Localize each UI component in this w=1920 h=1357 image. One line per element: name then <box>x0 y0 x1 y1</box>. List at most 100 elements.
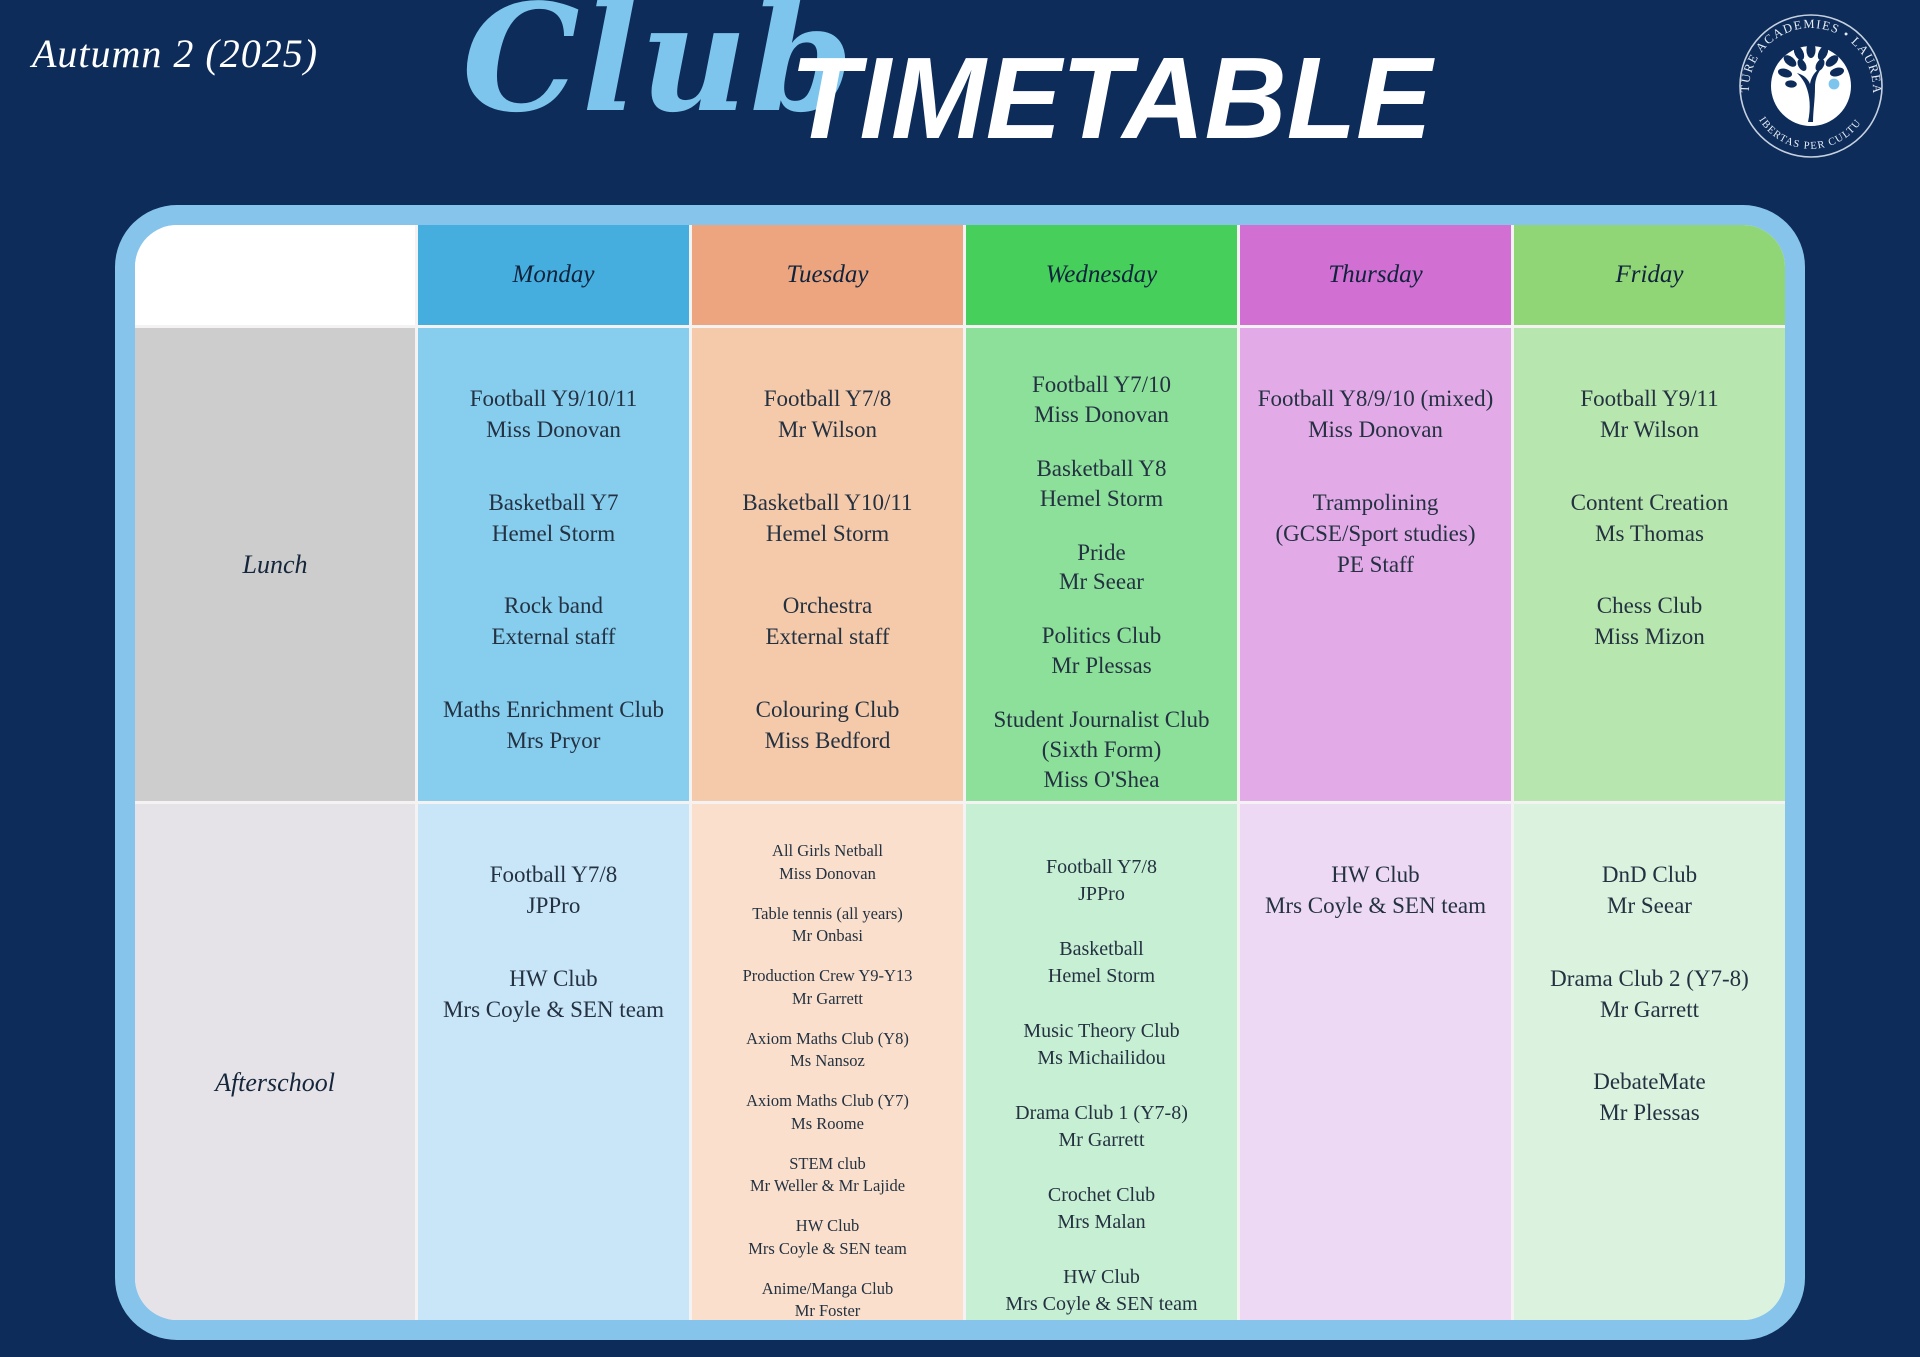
row-label-lunch: Lunch <box>135 328 415 801</box>
club-entry-line: Mrs Coyle & SEN team <box>442 996 665 1022</box>
club-entry-line: Mrs Malan <box>1057 1211 1146 1233</box>
day-header-friday: Friday <box>1514 225 1785 325</box>
club-entry: DnD Club Mr Seear <box>1524 859 1775 922</box>
club-entry: Football Y7/8 JPPro <box>976 854 1227 908</box>
cell-afterschool-thursday: HW Club Mrs Coyle & SEN team <box>1240 804 1511 1320</box>
club-entry-line: Ms Roome <box>791 1113 864 1133</box>
club-entry-line: Maths Enrichment Club <box>442 696 665 722</box>
club-entry-line: Mr Seear <box>1607 893 1692 919</box>
club-entry: HW Club Mrs Coyle & SEN team <box>702 1215 953 1261</box>
club-entry: Basketball Y8 Hemel Storm <box>976 454 1227 514</box>
day-header-wednesday: Wednesday <box>966 225 1237 325</box>
club-entry: Anime/Manga Club Mr Foster <box>702 1278 953 1320</box>
club-entry: Student Journalist Club (Sixth Form) Miss … <box>976 705 1227 795</box>
club-entry-line: Axiom Maths Club (Y8) <box>746 1028 909 1048</box>
club-entry-line: STEM club <box>789 1153 866 1173</box>
day-header-monday: Monday <box>418 225 689 325</box>
title-timetable: TIMETABLE <box>790 33 1433 163</box>
day-header-thursday: Thursday <box>1240 225 1511 325</box>
row-label-afterschool: Afterschool <box>135 804 415 1320</box>
cell-afterschool-friday: DnD Club Mr Seear Drama Club 2 (Y7-8) Mr Ga… <box>1514 804 1785 1320</box>
club-entry: Axiom Maths Club (Y7) Ms Roome <box>702 1090 953 1136</box>
club-entry-line: JPPro <box>526 893 581 919</box>
timetable-grid: Monday Tuesday Wednesday Thursday Friday… <box>135 225 1785 1320</box>
club-entry-line: (GCSE/Sport studies) <box>1275 520 1476 546</box>
club-entry-line: All Girls Netball <box>772 841 883 860</box>
club-entry-line: Mr Weller & Mr Lajide <box>749 1176 906 1196</box>
club-entry-line: Miss Mizon <box>1594 624 1705 650</box>
cell-lunch-friday: Football Y9/11 Mr Wilson Content Creation M… <box>1514 328 1785 801</box>
club-entry: Drama Club 2 (Y7-8) Mr Garrett <box>1524 963 1775 1026</box>
club-entry-line: Football Y9/11 <box>1580 386 1719 411</box>
club-entry-line: Orchestra <box>782 593 873 619</box>
club-entry: Basketball Y7 Hemel Storm <box>428 487 679 550</box>
club-entry-line: (Sixth Form) <box>1041 737 1162 763</box>
club-entry-line: Mr Plessas <box>1051 653 1152 679</box>
club-entry: DebateMate Mr Plessas <box>1524 1066 1775 1129</box>
club-entry-line: Hemel Storm <box>1047 965 1156 987</box>
cell-lunch-tuesday: Football Y7/8 Mr Wilson Basketball Y10/11 H… <box>692 328 963 801</box>
tree-blue-leaf <box>1828 78 1840 90</box>
club-entry-line: Rock band <box>503 593 603 619</box>
timetable-panel: Monday Tuesday Wednesday Thursday Friday… <box>115 205 1805 1340</box>
club-entry-line: Miss Donovan <box>779 863 876 883</box>
club-entry: Pride Mr Seear <box>976 538 1227 598</box>
club-entry: Football Y7/8 Mr Wilson <box>702 383 953 446</box>
club-entry: Football Y8/9/10 (mixed) Miss Donovan <box>1250 383 1501 446</box>
cell-afterschool-tuesday: All Girls Netball Miss Donovan Table tenni… <box>692 804 963 1320</box>
club-entry-line: Mr Plessas <box>1599 1100 1700 1126</box>
club-entry-line: JPPro <box>1078 883 1125 905</box>
tree-icon <box>1777 42 1845 122</box>
cell-afterschool-wednesday: Football Y7/8 JPPro Basketball Hemel Storm M… <box>966 804 1237 1320</box>
club-entry: Table tennis (all years) Mr Onbasi <box>702 903 953 949</box>
club-entry-line: PE Staff <box>1337 552 1414 578</box>
title-club: Club <box>462 0 856 145</box>
club-entry: Chess Club Miss Mizon <box>1524 590 1775 653</box>
day-header-tuesday: Tuesday <box>692 225 963 325</box>
club-entry-line: Mr Wilson <box>778 417 877 443</box>
club-entry-line: Football Y7/8 <box>489 862 618 887</box>
club-entry-line: Basketball Y7 <box>488 489 619 515</box>
club-entry-line: Mr Wilson <box>1600 417 1699 443</box>
club-entry-line: DnD Club <box>1601 862 1698 887</box>
club-entry: Axiom Maths Club (Y8) Ms Nansoz <box>702 1028 953 1074</box>
club-entry-line: Mrs Coyle & SEN team <box>748 1238 907 1258</box>
club-entry-line: Basketball Y8 <box>1036 455 1167 481</box>
club-entry-line: Mrs Pryor <box>506 727 601 753</box>
club-entry-line: External staff <box>491 624 616 650</box>
club-entry-line: Miss O'Shea <box>1043 766 1160 792</box>
club-entry-line: Student Journalist Club <box>993 707 1210 733</box>
club-entry-line: Hemel Storm <box>491 520 616 546</box>
club-entry-line: Miss Donovan <box>1034 401 1169 427</box>
club-entry-line: Football Y9/10/11 <box>469 386 638 411</box>
club-entry-line: External staff <box>765 624 890 650</box>
club-entry-line: Mr Seear <box>1059 569 1144 595</box>
club-entry-line: Ms Michailidou <box>1037 1047 1166 1069</box>
club-entry-line: Hemel Storm <box>765 520 890 546</box>
cell-lunch-thursday: Football Y8/9/10 (mixed) Miss Donovan Tram… <box>1240 328 1511 801</box>
club-entry: Rock band External staff <box>428 590 679 653</box>
club-entry-line: Mrs Coyle & SEN team <box>1005 1293 1198 1315</box>
school-crest-logo: FUTURE ACADEMIES • LAUREATE LIBERTAS PER… <box>1735 10 1883 158</box>
club-entry-line: Mr Garrett <box>1058 1129 1145 1151</box>
club-entry-line: Ms Nansoz <box>790 1051 865 1071</box>
club-entry: Music Theory Club Ms Michailidou <box>976 1018 1227 1072</box>
club-entry-line: Table tennis (all years) <box>752 903 903 923</box>
club-entry-line: Football Y7/8 <box>763 386 892 411</box>
club-entry-line: HW Club <box>509 965 598 991</box>
club-entry: Orchestra External staff <box>702 590 953 653</box>
corner-cell <box>135 225 415 325</box>
club-entry: Football Y7/8 JPPro <box>428 859 679 922</box>
club-entry: Crochet Club Mrs Malan <box>976 1182 1227 1236</box>
club-entry-line: Ms Thomas <box>1595 520 1704 546</box>
club-entry-line: Production Crew Y9-Y13 <box>742 966 913 986</box>
club-entry-line: Crochet Club <box>1047 1184 1156 1206</box>
club-entry-line: Mr Foster <box>794 1301 861 1320</box>
club-entry: STEM club Mr Weller & Mr Lajide <box>702 1153 953 1199</box>
club-entry-line: Music Theory Club <box>1023 1020 1180 1042</box>
club-entry-line: Mr Garrett <box>1600 996 1699 1022</box>
club-entry: Football Y7/10 Miss Donovan <box>976 370 1227 430</box>
club-entry-line: Colouring Club <box>755 696 900 722</box>
club-entry-line: DebateMate <box>1593 1069 1706 1095</box>
